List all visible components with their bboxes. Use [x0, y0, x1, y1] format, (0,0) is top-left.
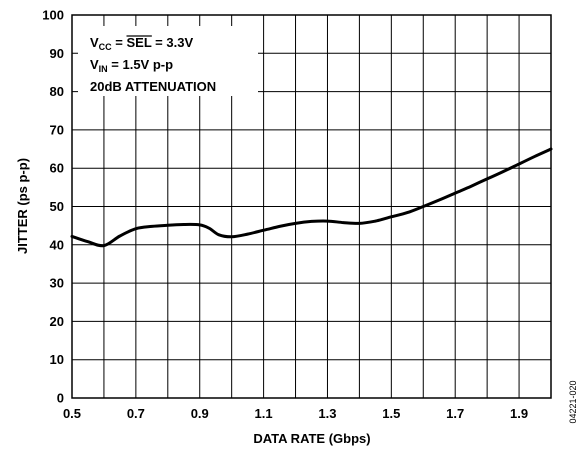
y-axis-title: JITTER (ps p-p) — [15, 158, 30, 254]
y-tick-label: 90 — [50, 46, 64, 61]
y-tick-label: 10 — [50, 352, 64, 367]
annotation-box — [78, 26, 258, 96]
x-tick-label: 0.9 — [191, 406, 209, 421]
y-tick-label: 100 — [42, 8, 64, 23]
y-tick-label: 60 — [50, 161, 64, 176]
annotation-attenuation: 20dB ATTENUATION — [90, 79, 216, 94]
x-axis-title: DATA RATE (Gbps) — [253, 431, 370, 446]
y-tick-label: 40 — [50, 237, 64, 252]
y-tick-label: 30 — [50, 276, 64, 291]
annotation-vin: VIN = 1.5V p-p — [90, 57, 173, 74]
x-tick-label: 1.1 — [255, 406, 273, 421]
plot-frame — [71, 14, 552, 399]
y-tick-label: 80 — [50, 84, 64, 99]
y-tick-label: 50 — [50, 199, 64, 214]
annotation-vcc: VCC = SEL = 3.3V — [90, 35, 193, 52]
figure-code: 04221-020 — [568, 380, 578, 423]
x-tick-label: 0.5 — [63, 406, 81, 421]
x-tick-label: 1.7 — [446, 406, 464, 421]
grid — [72, 15, 551, 398]
x-tick-labels: 0.5 0.7 0.9 1.1 1.3 1.5 1.7 1.9 — [63, 406, 528, 421]
y-tick-label: 0 — [57, 391, 64, 406]
jitter-series-line — [70, 147, 553, 248]
y-tick-label: 20 — [50, 314, 64, 329]
y-tick-labels: 0 10 20 30 40 50 60 70 80 90 100 — [42, 8, 64, 406]
x-tick-label: 1.5 — [382, 406, 400, 421]
x-tick-label: 1.3 — [318, 406, 336, 421]
x-tick-label: 1.9 — [510, 406, 528, 421]
x-tick-label: 0.7 — [127, 406, 145, 421]
y-tick-label: 70 — [50, 122, 64, 137]
